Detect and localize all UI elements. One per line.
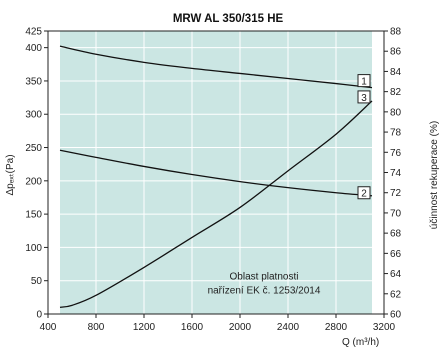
x-tick-label: 2800 [325,322,348,333]
series-1-line [59,45,373,89]
x-tick-label: 1200 [133,322,156,333]
x-tick-label: 2000 [229,322,252,333]
series-2-label-box [357,186,371,200]
y2-tick-label: 66 [390,249,402,260]
y2-tick-label: 64 [390,269,402,280]
x-axis-label: Q (m³/h) [342,337,379,348]
y2-tick-label: 60 [390,310,402,321]
y-axis-label: Δpₑₓₜ(Pa) [5,154,16,195]
y2-tick-label: 74 [390,168,402,179]
y2-axis-label: účinnost rekuperace (%) [429,121,440,229]
y-tick-label: 250 [25,143,42,154]
y-tick-label: 350 [25,76,42,87]
validity-region-label: Oblast platnosti [230,271,299,282]
y2-tick-label: 80 [390,107,402,118]
plot-area: 400 800 1200 1600 2000 2400 2800 32000501001502… [25,27,401,334]
y-tick-label: 100 [25,243,42,254]
series-2-label: 2 [361,189,367,200]
y2-tick-label: 76 [390,148,402,159]
x-tick-label: 800 [88,322,105,333]
series-3-label-box [357,90,371,104]
y2-tick-label: 72 [390,188,402,199]
y2-tick-label: 68 [390,229,402,240]
y-tick-label: 425 [25,27,42,38]
y-tick-label: 150 [25,210,42,221]
y2-tick-label: 82 [390,87,402,98]
y2-tick-label: 84 [390,67,402,78]
series-1-label: 1 [361,77,367,88]
y-tick-label: 0 [36,310,42,321]
x-tick-label: 400 [40,322,57,333]
y2-tick-label: 70 [390,208,402,219]
y-tick-label: 400 [25,43,42,54]
x-tick-label: 3200 [373,322,396,333]
validity-region-label: nařízení EK č. 1253/2014 [208,285,321,296]
x-tick-label: 2400 [277,322,300,333]
series-1-label-box [357,74,371,88]
series-3-label: 3 [361,93,367,104]
x-tick-label: 1600 [181,322,204,333]
chart-title: MRW AL 350/315 HE [173,13,284,25]
y2-tick-label: 86 [390,47,402,58]
series-2-line [59,149,373,197]
validity-region [60,31,372,314]
y-tick-label: 50 [31,276,43,287]
series-3-line [59,100,373,308]
y2-tick-label: 78 [390,128,402,139]
y-tick-label: 300 [25,110,42,121]
y2-tick-label: 88 [390,27,402,38]
y-tick-label: 200 [25,176,42,187]
y2-tick-label: 62 [390,289,402,300]
